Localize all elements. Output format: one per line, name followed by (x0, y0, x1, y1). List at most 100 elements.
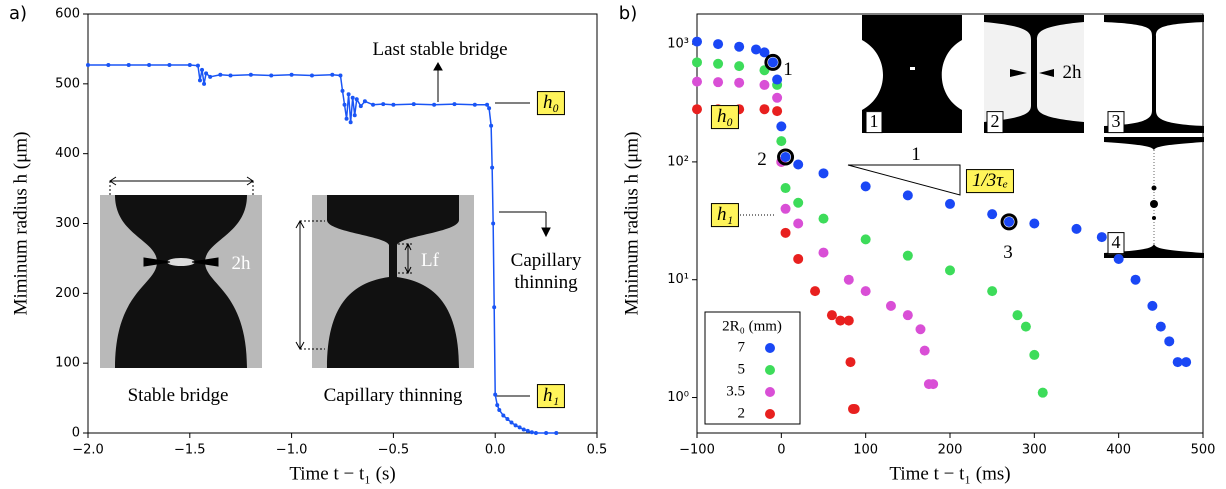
data-point (554, 431, 559, 435)
data-point (692, 36, 702, 47)
data-point (432, 102, 437, 107)
data-point (780, 183, 791, 194)
data-point (1020, 321, 1031, 332)
data-point (713, 58, 724, 69)
data-point (147, 62, 152, 67)
data-point (362, 99, 367, 104)
data-point (525, 428, 530, 433)
annotation: Capillary thinning (510, 250, 582, 293)
data-point (818, 168, 829, 179)
data-point (354, 97, 359, 102)
data-point (772, 92, 783, 103)
annotation-arrows (109, 61, 551, 397)
data-point (1130, 274, 1141, 285)
legend-label: 7 (738, 339, 746, 355)
legend-swatch (765, 365, 775, 375)
annotation: 2 (757, 149, 767, 171)
data-point (344, 116, 349, 121)
data-point (195, 63, 200, 68)
data-point (340, 88, 345, 93)
data-point (860, 234, 871, 245)
data-point (734, 61, 745, 72)
data-point (501, 413, 506, 418)
data-point (776, 136, 787, 147)
data-point (348, 120, 353, 125)
annotation: Lf (421, 250, 439, 272)
data-point (945, 198, 955, 209)
data-point (860, 286, 871, 297)
data-point (1113, 253, 1124, 264)
data-point (734, 77, 745, 88)
x-tick-label: −0.5 (378, 443, 410, 458)
data-point (793, 253, 804, 264)
data-point (106, 62, 111, 67)
annotation: 2R₀ (166, 154, 196, 176)
y-tick-label: 300 (55, 216, 80, 231)
data-point (497, 407, 502, 412)
y-tick-label: 500 (55, 76, 80, 91)
data-point (810, 286, 821, 297)
y-tick-label: 100 (55, 356, 80, 371)
y-axis-label: Minimum radius h (μm) (621, 132, 642, 316)
data-point (772, 74, 783, 85)
annotation: Stable bridge (127, 385, 229, 407)
data-point (835, 315, 846, 326)
data-point (1012, 310, 1023, 321)
data-point (493, 392, 498, 397)
highlight-ring (777, 148, 795, 166)
data-point (204, 71, 209, 76)
legend-box (704, 311, 801, 425)
annotation: 1 (783, 59, 793, 81)
data-point (509, 420, 514, 425)
data-point (126, 62, 131, 67)
data-point (1029, 218, 1040, 229)
data-point (544, 431, 549, 435)
data-point (411, 102, 416, 107)
legend-swatch (765, 387, 775, 397)
data-point (358, 104, 363, 109)
slope-triangle (734, 164, 961, 216)
data-point (338, 73, 343, 78)
data-point (692, 76, 702, 87)
data-point (187, 62, 192, 67)
legend-label: 2 (738, 405, 746, 421)
legend-swatch (765, 409, 775, 419)
data-point (529, 430, 534, 435)
data-point (495, 403, 500, 408)
data-point (350, 95, 355, 100)
data-point (1155, 321, 1166, 332)
data-point (734, 41, 745, 52)
y-tick-label: 200 (55, 286, 80, 301)
annotation: h₁ (536, 384, 566, 408)
data-point (346, 92, 351, 97)
data-point (342, 102, 347, 107)
data-point (521, 427, 526, 432)
data-point (1029, 349, 1040, 360)
legend-label: 5 (738, 361, 746, 377)
x-tick-label: 0.0 (485, 443, 506, 458)
annotation: Last stable bridge (372, 39, 508, 61)
data-point (826, 310, 837, 321)
x-axis-label: Time t − t₁ (s) (289, 463, 395, 484)
data-point (860, 181, 871, 192)
data-point (928, 379, 939, 390)
data-point (945, 265, 955, 276)
data-point (793, 197, 804, 208)
annotation: 1/3τₑ (965, 169, 1015, 193)
data-point (793, 159, 804, 170)
data-point (491, 221, 496, 226)
data-point (489, 123, 494, 128)
data-point (915, 324, 926, 335)
data-point (780, 227, 791, 238)
data-point (1164, 336, 1175, 347)
data-point (780, 203, 791, 214)
data-point (987, 286, 998, 297)
data-point (208, 74, 213, 79)
data-point (751, 44, 762, 55)
y-tick-label: 10² (667, 154, 689, 169)
data-point (767, 57, 778, 68)
annotation: 2h (1062, 62, 1082, 84)
x-tick-label: −100 (679, 443, 715, 458)
annotation: h₀ (710, 105, 740, 129)
